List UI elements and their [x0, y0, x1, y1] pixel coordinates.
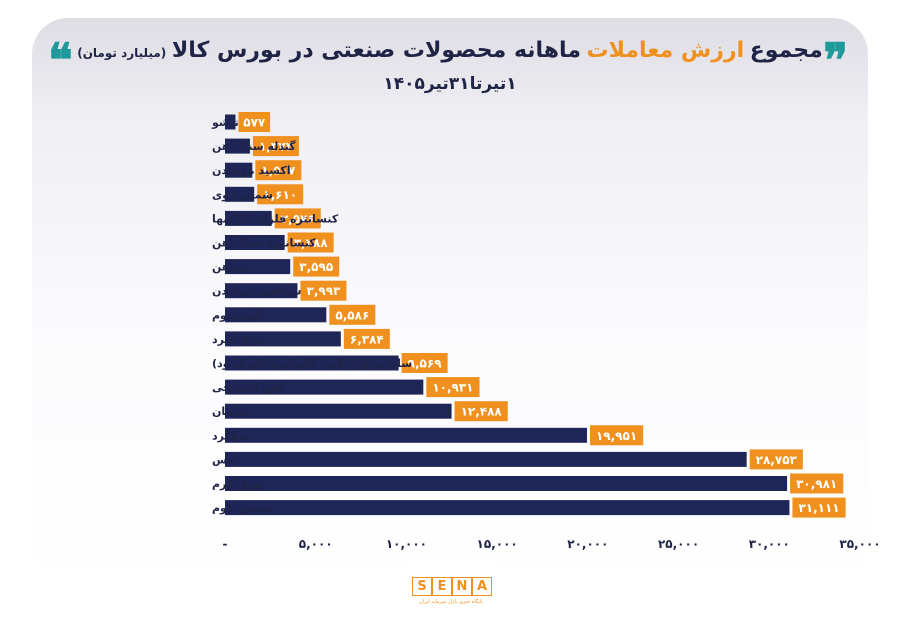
bar: [225, 138, 250, 154]
category-label: آلومینیوم: [212, 308, 262, 322]
data-label-bg: [329, 304, 376, 325]
data-label-bg: [300, 280, 347, 301]
bar: [225, 451, 747, 467]
data-label: ۳,۲۸۸: [294, 236, 329, 250]
title-unit: (میلیارد تومان): [77, 46, 167, 60]
data-label: ۵۷۷: [243, 116, 266, 130]
data-label-bg: [790, 473, 844, 494]
bar: [225, 476, 788, 491]
data-label-bg: [454, 401, 508, 422]
x-tick-label: ۲۵,۰۰۰: [658, 537, 699, 551]
category-label: کنسانتره فلزات گرانبها: [212, 212, 339, 225]
data-label: ۲,۵۷۶: [281, 212, 315, 226]
data-label-bg: [343, 328, 390, 349]
data-label: ۹,۵۶۹: [408, 357, 443, 371]
data-label-bg: [792, 497, 846, 518]
bar: [225, 379, 424, 395]
data-label: ۳۱,۱۱۱: [798, 501, 839, 515]
data-label: ۵,۵۸۶: [335, 308, 369, 322]
x-tick-label: ۲۰,۰۰۰: [567, 537, 608, 551]
data-label: ۱,۳۷۴: [259, 140, 293, 154]
x-tick-label: -: [223, 537, 228, 551]
quote-open-icon: ❞: [823, 33, 848, 87]
logo-letter: N: [452, 577, 472, 596]
data-label-bg: [274, 208, 321, 229]
category-label: میلگرد: [212, 429, 247, 442]
title-main: مجموع: [749, 38, 823, 63]
data-label: ۱۰,۹۳۱: [432, 381, 473, 395]
category-label: شمش روی: [212, 188, 273, 201]
data-label: ۲۸,۷۵۳: [756, 453, 798, 467]
logo-letter: S: [412, 577, 432, 596]
category-label: مس: [212, 453, 234, 466]
bar: [225, 355, 399, 371]
chart-card: [32, 18, 868, 588]
bar: [225, 235, 285, 250]
data-label: ۱۲,۴۸۸: [461, 405, 503, 419]
category-label: شمش بلوم: [212, 502, 273, 515]
data-label-bg: [252, 136, 299, 157]
bar: [225, 403, 452, 419]
x-tick-label: ۵,۰۰۰: [299, 537, 333, 551]
category-label: تیرآهن: [212, 260, 249, 274]
title-rest: ماهانه محصولات صنعتی در بورس کالا: [171, 38, 581, 63]
data-label: ۳,۵۹۵: [299, 260, 333, 274]
category-label: ورق سرد: [212, 333, 262, 346]
x-tick-label: ۳۰,۰۰۰: [749, 537, 790, 551]
data-label-bg: [749, 449, 803, 470]
data-label-bg: [238, 112, 271, 132]
data-label-bg: [293, 256, 340, 277]
category-label: آهن اسفنجی: [212, 380, 283, 394]
bar: [225, 186, 255, 202]
bar: [225, 114, 236, 130]
logo-letter: E: [432, 577, 452, 596]
title-highlight: ارزش معاملات: [586, 38, 745, 63]
data-label: ۱,۶۱۰: [263, 188, 297, 202]
logo-tagline: پایگاه خبری بازار سرمایه ایران: [419, 599, 483, 605]
category-label: ورق گرم: [212, 478, 260, 491]
data-label-bg: [287, 232, 334, 253]
data-label-bg: [255, 160, 302, 181]
bar: [225, 307, 327, 323]
data-label-bg: [401, 353, 448, 373]
bar: [225, 162, 253, 178]
data-label: ۱۹,۹۵۱: [596, 429, 637, 443]
data-label: ۶,۳۸۴: [350, 332, 384, 346]
x-tick-label: ۱۰,۰۰۰: [386, 537, 427, 551]
x-tick-label: ۳۵,۰۰۰: [839, 537, 880, 551]
bar: [225, 283, 298, 299]
chart-subtitle: ۱تیرتا۳۱تیر۱۴۰۵: [383, 74, 517, 94]
category-label: کنسانتره سنگ آهن: [212, 236, 316, 250]
category-label: سایر ورق(رنگی، گالوانیزه،قلع اندود): [212, 357, 412, 370]
bar: [225, 259, 291, 275]
bar: [225, 210, 272, 226]
category-label: اکسید مولیبدن: [212, 164, 291, 177]
chart-title: مجموع ارزش معاملات ماهانه محصولات صنعتی …: [40, 38, 860, 78]
logo-letter: A: [472, 577, 492, 596]
bar: [225, 331, 341, 347]
data-label: ۳۰,۹۸۱: [796, 477, 837, 491]
data-label-bg: [589, 425, 644, 446]
category-label: سیمان: [212, 405, 248, 418]
category-label: گندله سنگ آهن: [212, 139, 296, 153]
data-label-bg: [426, 377, 480, 398]
bar: [225, 427, 587, 443]
x-tick-label: ۱۵,۰۰۰: [477, 537, 518, 551]
data-label: ۱,۵۰۷: [261, 164, 296, 178]
data-label-bg: [257, 184, 304, 205]
quote-close-icon: ❝: [48, 33, 73, 87]
category-label: سولفور مولیبدن: [212, 285, 301, 298]
data-label: ۳,۹۹۳: [307, 284, 342, 298]
category-label: تیشو: [211, 116, 239, 129]
bar: [225, 500, 790, 516]
